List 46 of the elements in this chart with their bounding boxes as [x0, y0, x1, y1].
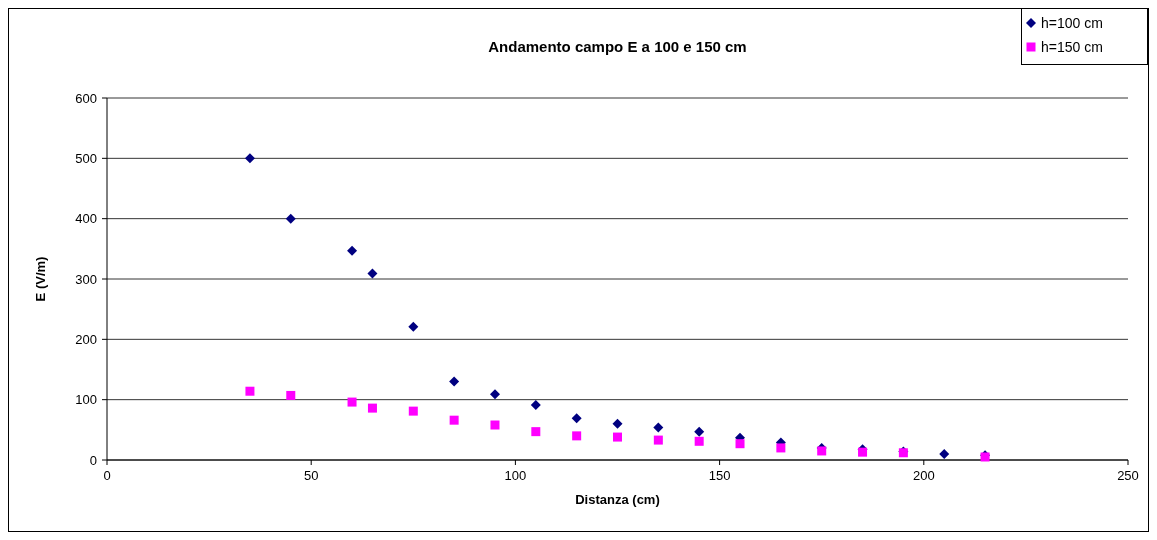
y-tick-label: 200	[75, 331, 97, 347]
x-tick-label: 100	[504, 468, 527, 483]
legend-label: h=100 cm	[1041, 14, 1103, 31]
y-axis-title: E (V/m)	[33, 256, 48, 302]
point	[572, 431, 582, 441]
y-tick-label: 0	[89, 452, 97, 468]
y-tick-label: 600	[75, 90, 97, 106]
y-tick-label: 500	[75, 150, 97, 166]
point	[653, 435, 663, 445]
point	[776, 443, 786, 453]
point	[285, 213, 296, 224]
x-tick-label: 250	[1117, 468, 1139, 483]
point	[531, 427, 541, 437]
point	[408, 321, 419, 332]
point	[367, 268, 378, 279]
point	[449, 415, 459, 425]
x-tick-label: 50	[303, 468, 319, 483]
point	[612, 418, 623, 429]
x-tick-label: 200	[912, 468, 935, 483]
point	[490, 420, 500, 430]
point	[489, 389, 500, 400]
y-tick-label: 300	[75, 271, 97, 287]
point	[245, 386, 255, 396]
point	[347, 245, 358, 256]
chart-title: Andamento campo E a 100 e 150 cm	[488, 38, 747, 55]
point	[367, 403, 377, 413]
point	[449, 376, 460, 387]
point	[347, 397, 357, 407]
y-tick-label: 100	[75, 392, 97, 408]
x-axis-title: Distanza (cm)	[575, 492, 660, 507]
point	[286, 390, 296, 400]
y-tick-label: 400	[75, 211, 97, 227]
x-tick-label: 150	[708, 468, 731, 483]
x-tick-label: 0	[103, 468, 111, 483]
point	[694, 436, 704, 446]
point	[653, 422, 664, 433]
point	[694, 426, 705, 437]
point	[530, 400, 541, 411]
point	[735, 439, 745, 449]
point	[613, 432, 622, 442]
point	[817, 446, 827, 456]
point	[939, 448, 950, 459]
point	[571, 413, 582, 424]
legend-label: h=150 cm	[1041, 38, 1103, 55]
point	[244, 153, 255, 164]
point	[408, 406, 418, 416]
